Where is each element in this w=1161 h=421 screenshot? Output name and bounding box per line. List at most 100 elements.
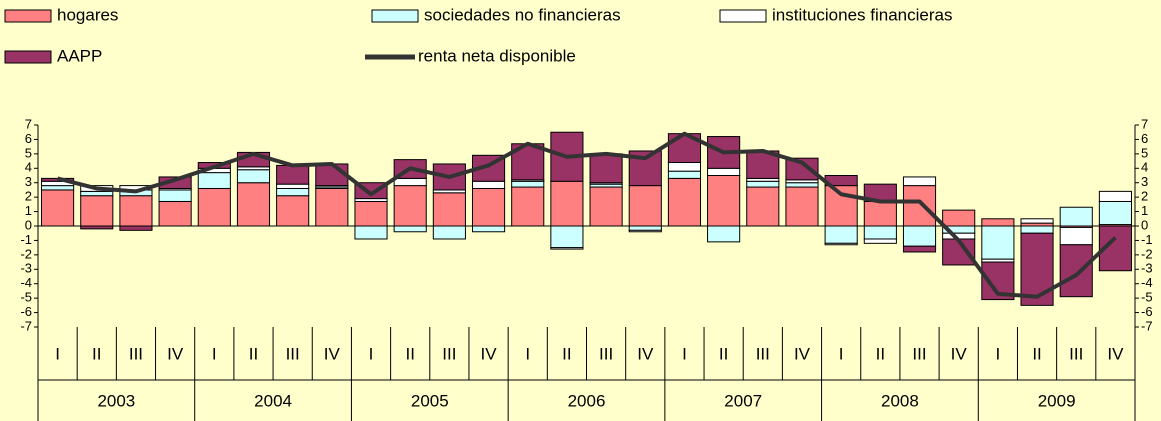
y-tick-label: -1 bbox=[20, 232, 32, 247]
quarter-label: III bbox=[1069, 344, 1083, 363]
bar-segment bbox=[667, 177, 702, 227]
bar-segment bbox=[511, 180, 545, 188]
bar-segment bbox=[471, 225, 506, 233]
year-label: 2009 bbox=[1038, 391, 1076, 410]
bar-segment bbox=[119, 225, 153, 231]
bar-segment bbox=[746, 180, 780, 188]
bar-segment bbox=[863, 238, 897, 244]
legend-label: hogares bbox=[57, 5, 118, 24]
quarter-label: IV bbox=[794, 344, 811, 363]
bar-segment bbox=[785, 182, 819, 188]
quarter-label: IV bbox=[1107, 344, 1124, 363]
y-tick-label: 5 bbox=[25, 145, 32, 160]
bar-segment bbox=[1059, 226, 1093, 246]
bar-segment bbox=[1098, 190, 1132, 202]
quarter-label: II bbox=[562, 344, 571, 363]
quarter-label: II bbox=[1032, 344, 1041, 363]
bar-segment bbox=[942, 209, 976, 227]
bar-segment bbox=[707, 175, 741, 227]
y-tick-label: 7 bbox=[25, 116, 32, 131]
year-label: 2005 bbox=[411, 391, 449, 410]
bar-segment bbox=[785, 186, 819, 227]
bar-segment bbox=[824, 242, 858, 246]
bar-segment bbox=[863, 225, 897, 240]
legend-label: sociedades no financieras bbox=[424, 5, 621, 24]
bar-segment bbox=[863, 200, 897, 227]
y-tick-label: 4 bbox=[25, 160, 32, 175]
y-tick-label-right: 3 bbox=[1141, 174, 1148, 189]
y-tick-label-right: -2 bbox=[1141, 246, 1153, 261]
quarter-label: I bbox=[525, 344, 530, 363]
y-tick-label-right: 6 bbox=[1141, 131, 1148, 146]
bar-segment bbox=[1098, 200, 1132, 226]
bar-segment bbox=[589, 153, 623, 184]
y-tick-label: -2 bbox=[20, 246, 32, 261]
quarter-label: II bbox=[92, 344, 101, 363]
bar-segment bbox=[1020, 218, 1054, 224]
quarter-label: I bbox=[996, 344, 1001, 363]
bar-segment bbox=[902, 245, 937, 253]
bar-segment bbox=[80, 195, 114, 227]
legend-label: AAPP bbox=[57, 46, 102, 65]
line-series bbox=[57, 131, 1117, 299]
year-label: 2008 bbox=[881, 391, 919, 410]
bar-segment bbox=[236, 182, 271, 227]
y-tick-label: -6 bbox=[20, 304, 32, 319]
bar-segment bbox=[707, 167, 741, 177]
bar-segment bbox=[393, 185, 427, 227]
bar-segment bbox=[432, 192, 466, 227]
y-tick-label: 3 bbox=[25, 174, 32, 189]
quarter-label: II bbox=[405, 344, 414, 363]
bar-segment bbox=[824, 185, 858, 227]
bar-segment bbox=[80, 190, 114, 197]
bar-segment bbox=[589, 186, 623, 227]
bar-segment bbox=[1020, 232, 1054, 306]
quarter-label: III bbox=[442, 344, 456, 363]
quarter-label: III bbox=[599, 344, 613, 363]
quarter-label: II bbox=[876, 344, 885, 363]
quarter-label: I bbox=[212, 344, 217, 363]
bar-segment bbox=[354, 225, 388, 240]
bar-segment bbox=[550, 247, 584, 250]
y-tick-label-right: 1 bbox=[1141, 203, 1148, 218]
y-tick-label-right: -6 bbox=[1141, 304, 1153, 319]
y-tick-label: -5 bbox=[20, 290, 32, 305]
bar-segment bbox=[197, 172, 231, 189]
bar-segment bbox=[236, 169, 271, 184]
y-tick-label: -7 bbox=[20, 318, 32, 333]
bar-segment bbox=[471, 180, 506, 189]
bar-segment bbox=[824, 225, 858, 244]
quarter-label: IV bbox=[951, 344, 968, 363]
y-tick-label-right: -1 bbox=[1141, 232, 1153, 247]
y-tick-label-right: -7 bbox=[1141, 318, 1153, 333]
bar-segment bbox=[785, 157, 819, 181]
bar-segment bbox=[1059, 206, 1093, 227]
quarter-label: IV bbox=[481, 344, 498, 363]
bar-segment bbox=[276, 187, 310, 197]
bar-segment bbox=[511, 186, 545, 227]
bar-segment bbox=[550, 225, 584, 249]
quarter-label: IV bbox=[167, 344, 184, 363]
bar-segment bbox=[667, 170, 702, 179]
year-label: 2006 bbox=[568, 391, 606, 410]
bar-segment bbox=[276, 164, 310, 185]
legend-swatch bbox=[719, 9, 767, 23]
bar-segment bbox=[1020, 225, 1054, 234]
bar-segment bbox=[393, 225, 427, 233]
y-tick-label-right: 7 bbox=[1141, 116, 1148, 131]
quarter-label: IV bbox=[324, 344, 341, 363]
bar-segment bbox=[1059, 244, 1093, 298]
bar-segment bbox=[707, 225, 741, 243]
bar-segment bbox=[276, 195, 310, 227]
bar-segment bbox=[158, 189, 192, 202]
bar-segment bbox=[432, 225, 466, 240]
legend-swatch bbox=[371, 9, 419, 23]
legend-label: instituciones financieras bbox=[772, 5, 952, 24]
y-tick-label-right: 4 bbox=[1141, 160, 1148, 175]
bar-segment bbox=[902, 176, 937, 187]
bar-segment bbox=[550, 180, 584, 227]
y-tick-label: 0 bbox=[25, 217, 32, 232]
y-tick-label-right: 2 bbox=[1141, 189, 1148, 204]
y-tick-label: -3 bbox=[20, 261, 32, 276]
bar-segment bbox=[119, 195, 153, 227]
